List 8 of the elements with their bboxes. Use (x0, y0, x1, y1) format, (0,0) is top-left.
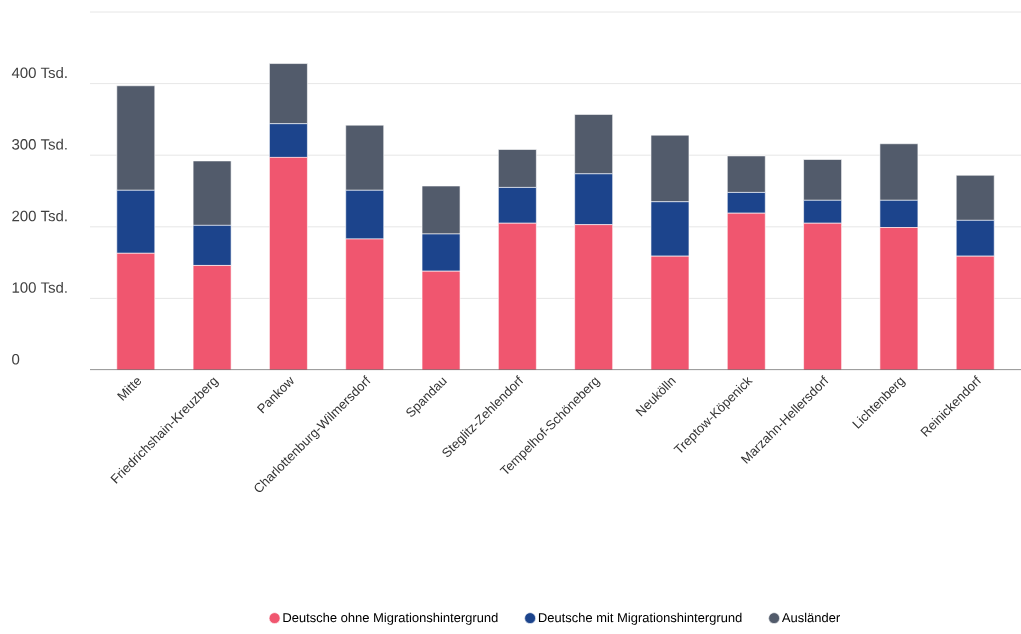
y-tick-label: 100 Tsd. (12, 281, 67, 293)
y-tick-label: 200 Tsd. (12, 210, 67, 222)
legend-label: Ausländer (781, 612, 840, 623)
y-tick-label: 0 (12, 353, 20, 365)
y-tick-label: 300 Tsd. (12, 138, 67, 150)
y-tick-label: 400 Tsd. (11, 67, 67, 79)
legend-label: Deutsche ohne Migrationshintergrund (283, 612, 498, 625)
legend-label: Deutsche mit Migrationshintergrund (538, 612, 742, 625)
